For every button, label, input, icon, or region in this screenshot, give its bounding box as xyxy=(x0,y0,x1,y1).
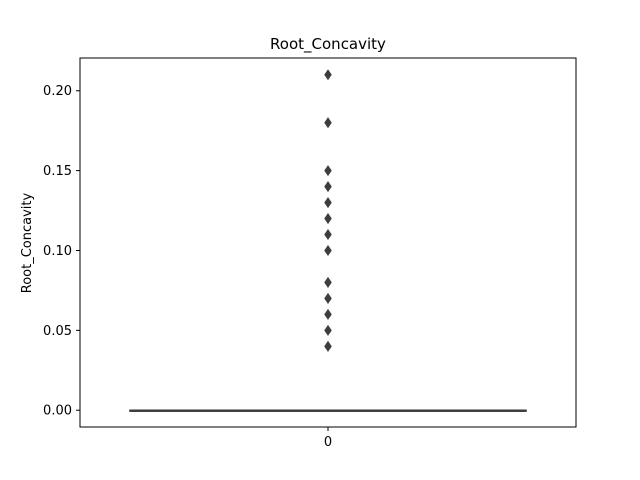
y-tick-label: 0.00 xyxy=(43,404,72,419)
outlier-point xyxy=(324,165,332,177)
outlier-point xyxy=(324,213,332,225)
outlier-point xyxy=(324,324,332,336)
x-axis-ticks: 0 xyxy=(324,427,332,450)
outlier-point xyxy=(324,181,332,193)
outlier-points xyxy=(324,69,332,352)
y-tick-label: 0.05 xyxy=(43,324,72,339)
outlier-point xyxy=(324,340,332,352)
x-tick-label: 0 xyxy=(324,435,332,450)
outlier-point xyxy=(324,117,332,129)
outlier-point xyxy=(324,244,332,257)
outlier-point xyxy=(324,308,332,320)
outlier-point xyxy=(324,292,332,304)
y-axis-label: Root_Concavity xyxy=(20,192,35,293)
chart-title: Root_Concavity xyxy=(270,35,386,54)
outlier-point xyxy=(324,197,332,209)
outlier-point xyxy=(324,69,332,81)
outlier-point xyxy=(324,276,332,288)
box-group xyxy=(129,409,527,412)
y-axis-ticks: 0.00 0.05 0.10 0.15 0.20 xyxy=(43,84,80,419)
plot-area-frame xyxy=(79,57,577,428)
y-tick-label: 0.10 xyxy=(43,244,72,259)
outlier-point xyxy=(324,228,332,241)
y-tick-label: 0.20 xyxy=(43,84,72,99)
y-tick-label: 0.15 xyxy=(43,164,72,179)
